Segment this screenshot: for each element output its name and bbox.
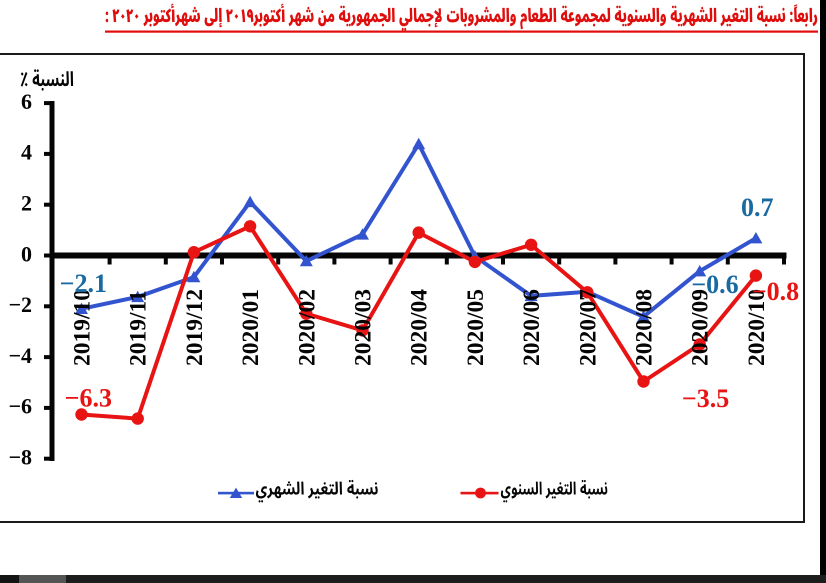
- svg-text:−3.5: −3.5: [682, 384, 729, 413]
- svg-text:2020/08: 2020/08: [632, 289, 658, 366]
- svg-text:2019/11: 2019/11: [126, 290, 152, 366]
- svg-text:2020/01: 2020/01: [238, 289, 264, 366]
- svg-text:0.7: 0.7: [741, 193, 774, 222]
- svg-text:2020/05: 2020/05: [463, 289, 489, 366]
- svg-text:2020/09: 2020/09: [688, 289, 714, 366]
- svg-text:−6.3: −6.3: [65, 384, 112, 413]
- svg-text:2020/02: 2020/02: [294, 289, 320, 366]
- svg-text:2020/07: 2020/07: [575, 289, 601, 366]
- svg-text:−2: −2: [8, 292, 32, 317]
- svg-text:−6: −6: [8, 394, 32, 419]
- svg-text:−4: −4: [8, 343, 32, 368]
- svg-text:−8: −8: [8, 445, 32, 470]
- svg-text:−0.6: −0.6: [691, 270, 738, 299]
- svg-text:−2.1: −2.1: [60, 269, 107, 298]
- svg-text:4: 4: [21, 140, 32, 165]
- svg-text:2020/10: 2020/10: [744, 289, 770, 366]
- svg-text:2: 2: [21, 191, 32, 216]
- svg-text:2020/06: 2020/06: [519, 289, 545, 366]
- svg-text:2020/03: 2020/03: [351, 289, 377, 366]
- svg-text:2020/04: 2020/04: [407, 289, 433, 366]
- svg-text:0: 0: [21, 241, 32, 266]
- svg-text:6: 6: [21, 89, 32, 114]
- svg-text:−0.8: −0.8: [752, 277, 799, 306]
- svg-text:2019/10: 2019/10: [70, 289, 96, 366]
- svg-text:2019/12: 2019/12: [182, 289, 208, 366]
